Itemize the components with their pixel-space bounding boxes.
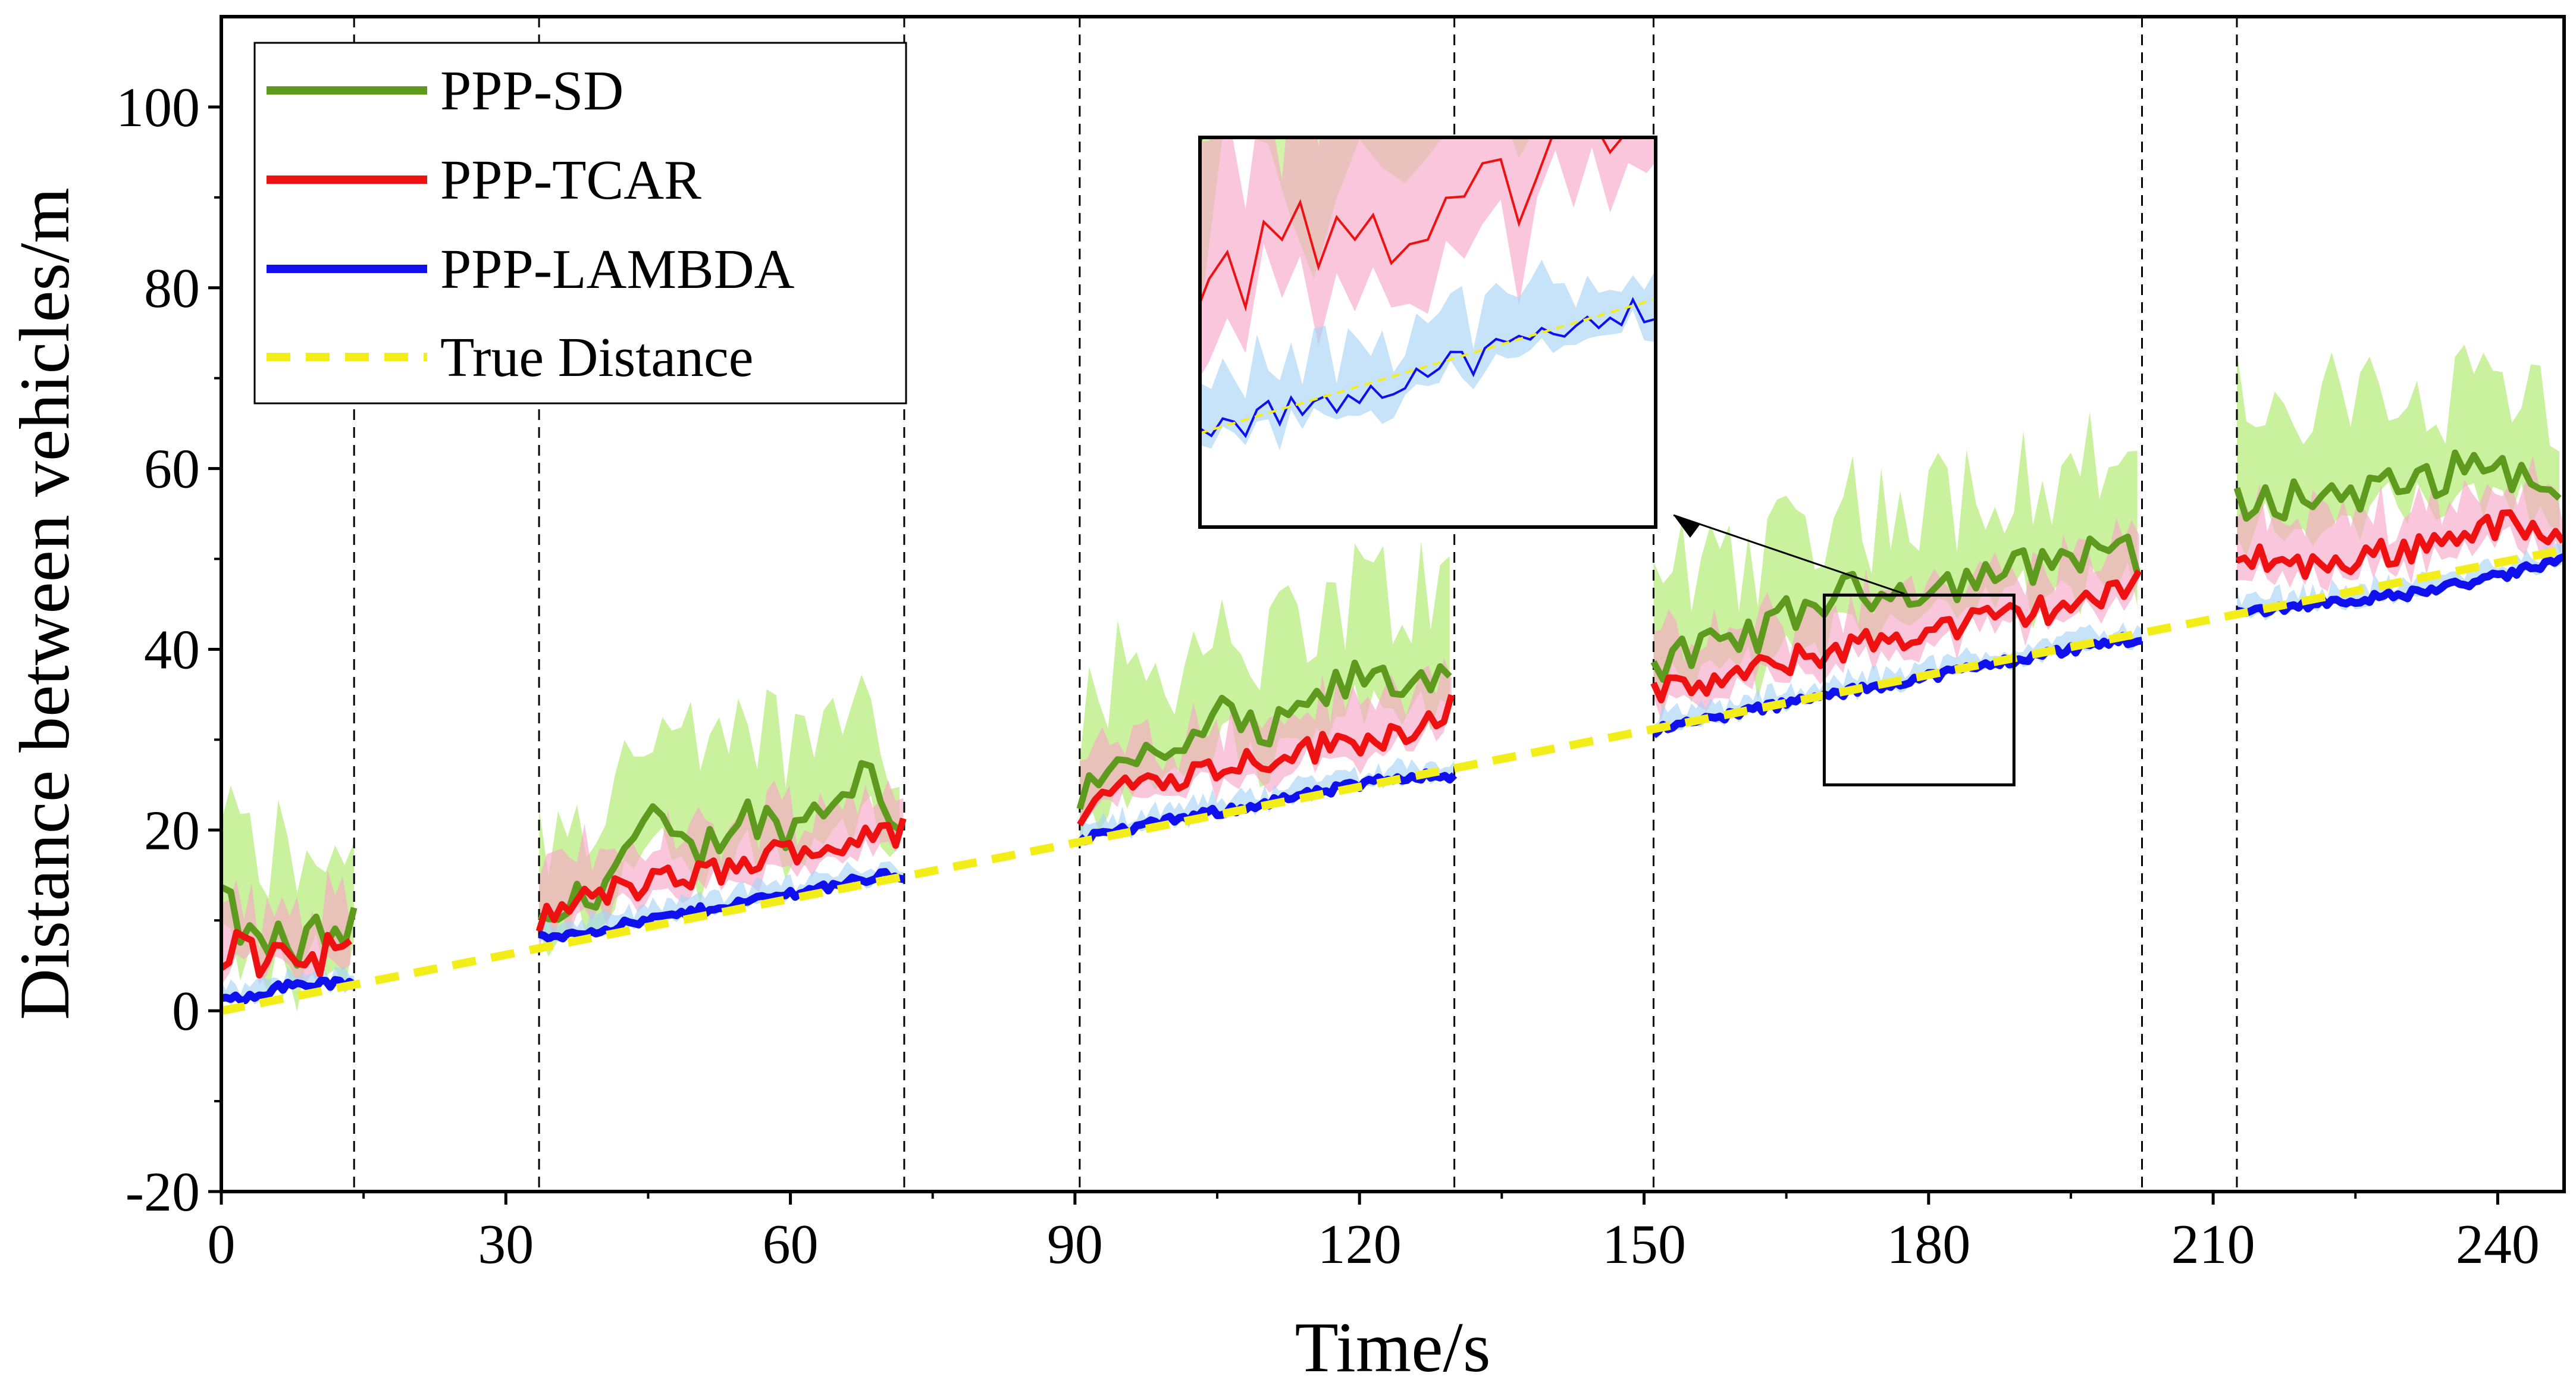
series-ppp-lambda-segment-1 [221,976,356,1004]
inset-plot [1200,137,1656,451]
zoom-inset [1198,136,1905,595]
x-tick-label-150: 150 [1602,1214,1686,1275]
series-ppp-sd-segment-2 [538,760,902,923]
x-tick-label-90: 90 [1047,1214,1103,1275]
inset-series-true-distance [1200,297,1656,434]
inset-series-ppp-sd [1200,137,1204,146]
legend: PPP-SD PPP-TCAR PPP-LAMBDA True Distance [253,42,907,405]
inset-band-ppp-tcar [1200,137,1656,378]
zoom-box [1822,593,2016,786]
series-ppp-lambda-segment-5 [2236,553,2566,617]
x-tick-label-120: 120 [1318,1214,1402,1275]
legend-label-true-distance: True Distance [440,327,754,388]
band-ppp-sd-segment-2 [539,675,900,957]
band-ppp-sd-segment-3 [1079,541,1450,850]
x-tick-label-240: 240 [2456,1214,2540,1275]
series-true-distance [220,546,2565,1015]
band-ppp-tcar-segment-4 [1653,518,2139,721]
series-ppp-tcar-segment-2 [535,817,907,933]
legend-label-ppp-tcar: PPP-TCAR [440,149,701,211]
x-tick-label-180: 180 [1886,1214,1970,1275]
series-ppp-sd-segment-4 [1650,534,2141,683]
y-tick-label-100: 100 [116,77,200,139]
series-ppp-tcar-segment-4 [1650,569,2142,704]
series-ppp-tcar-segment-5 [2235,509,2566,580]
y-tick-label-0: 0 [172,980,200,1042]
zoom-arrow-line [1673,514,1905,595]
y-tick-label-20: 20 [144,800,200,861]
x-tick-label-210: 210 [2171,1214,2255,1275]
series-ppp-tcar-segment-3 [1077,694,1455,827]
series-ppp-sd-segment-5 [2233,449,2562,522]
legend-label-ppp-sd: PPP-SD [440,60,623,122]
x-tick-label-30: 30 [478,1214,534,1275]
legend-frame [253,42,907,405]
y-tick-label-80: 80 [144,258,200,319]
plot-frame [220,15,2566,1193]
inset-series-ppp-tcar [1200,137,1624,312]
zoom-arrow-head [1674,515,1700,538]
series-ppp-tcar-segment-1 [219,929,353,979]
band-ppp-tcar-segment-2 [539,779,904,952]
legend-label-ppp-lambda: PPP-LAMBDA [440,239,795,300]
inset-series-ppp-lambda [1200,297,1656,438]
y-axis-title: Distance between vehicles/m [5,187,84,1020]
x-tick-label-60: 60 [763,1214,819,1275]
x-axis-title: Time/s [1295,1308,1490,1387]
y-tick-label-60: 60 [144,438,200,500]
series-ppp-sd-segment-3 [1076,659,1452,810]
y-tick-label-40: 40 [144,619,200,681]
plot-area [219,17,2566,1192]
x-tick-label-0: 0 [208,1214,236,1275]
inset-frame [1198,136,1657,529]
y-tick-label--20: -20 [126,1161,200,1223]
